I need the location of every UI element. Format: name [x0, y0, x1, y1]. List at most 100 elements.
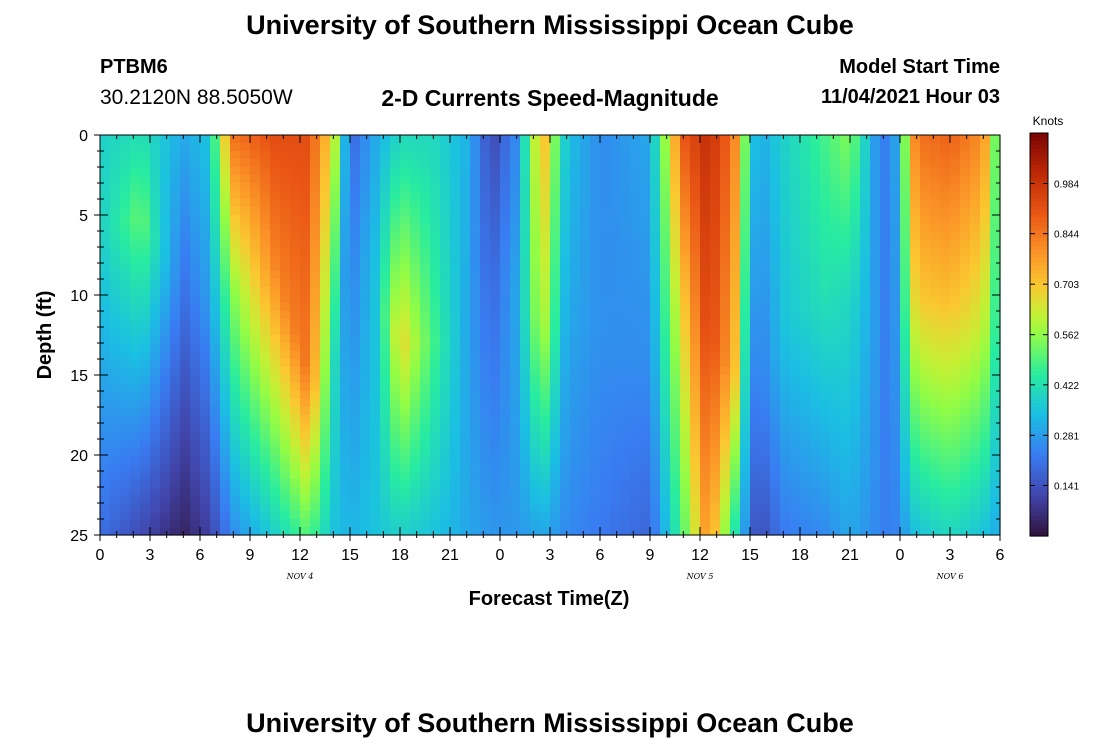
heatmap-cell [930, 495, 941, 504]
heatmap-cell [990, 399, 1001, 408]
heatmap-cell [750, 159, 761, 168]
heatmap-cell [580, 295, 591, 304]
heatmap-cell [240, 415, 251, 424]
heatmap-cell [670, 151, 681, 160]
heatmap-cell [500, 287, 511, 296]
heatmap-cell [480, 215, 491, 224]
heatmap-cell [190, 135, 201, 144]
heatmap-cell [990, 351, 1001, 360]
heatmap-cell [170, 239, 181, 248]
heatmap-cell [740, 255, 751, 264]
colorbar-segment [1030, 314, 1048, 319]
heatmap-cell [490, 295, 501, 304]
heatmap-cell [250, 311, 261, 320]
heatmap-cell [330, 407, 341, 416]
heatmap-cell [770, 279, 781, 288]
heatmap-cell [340, 391, 351, 400]
heatmap-cell [660, 207, 671, 216]
heatmap-cell [740, 271, 751, 280]
heatmap-cell [210, 239, 221, 248]
heatmap-cell [220, 471, 231, 480]
heatmap-cell [320, 295, 331, 304]
heatmap-cell [160, 295, 171, 304]
heatmap-cell [710, 183, 721, 192]
heatmap-cell [370, 455, 381, 464]
heatmap-cell [130, 503, 141, 512]
heatmap-cell [680, 279, 691, 288]
heatmap-cell [200, 207, 211, 216]
heatmap-cell [580, 271, 591, 280]
heatmap-cell [940, 399, 951, 408]
heatmap-cell [720, 423, 731, 432]
heatmap-cell [530, 415, 541, 424]
heatmap-cell [730, 367, 741, 376]
heatmap-cell [890, 527, 901, 536]
heatmap-cell [750, 391, 761, 400]
heatmap-cell [490, 351, 501, 360]
heatmap-cell [940, 415, 951, 424]
heatmap-cell [330, 263, 341, 272]
heatmap-cell [540, 455, 551, 464]
colorbar-segment [1030, 237, 1048, 243]
heatmap-cell [220, 327, 231, 336]
heatmap-cell [710, 303, 721, 312]
heatmap-cell [700, 455, 711, 464]
heatmap-cell [420, 479, 431, 488]
heatmap-cell [460, 159, 471, 168]
heatmap-cell [540, 319, 551, 328]
heatmap-cell [100, 399, 111, 408]
heatmap-cell [470, 295, 481, 304]
heatmap-cell [630, 399, 641, 408]
heatmap-cell [350, 503, 361, 512]
heatmap-cell [980, 375, 991, 384]
colorbar-segment [1030, 403, 1048, 408]
heatmap-cell [800, 223, 811, 232]
heatmap-cell [900, 447, 911, 456]
heatmap-cell [100, 271, 111, 280]
heatmap-cell [940, 359, 951, 368]
heatmap-cell [410, 215, 421, 224]
heatmap-cell [420, 159, 431, 168]
heatmap-cell [830, 335, 841, 344]
heatmap-cell [610, 239, 621, 248]
heatmap-cell [820, 527, 831, 536]
heatmap-cell [980, 159, 991, 168]
heatmap-cell [250, 359, 261, 368]
heatmap-cell [700, 367, 711, 376]
heatmap-cell [510, 175, 521, 184]
heatmap-cell [500, 415, 511, 424]
heatmap-cell [800, 407, 811, 416]
heatmap-cell [720, 143, 731, 152]
heatmap-cell [750, 495, 761, 504]
heatmap-cell [130, 135, 141, 144]
heatmap-cell [400, 231, 411, 240]
heatmap-cell [420, 463, 431, 472]
heatmap-cell [760, 359, 771, 368]
heatmap-cell [870, 391, 881, 400]
heatmap-cell [460, 343, 471, 352]
heatmap-cell [180, 511, 191, 520]
heatmap-cell [950, 431, 961, 440]
heatmap-cell [900, 335, 911, 344]
heatmap-cell [100, 439, 111, 448]
heatmap-cell [100, 247, 111, 256]
heatmap-cell [810, 255, 821, 264]
heatmap-cell [140, 319, 151, 328]
heatmap-cell [500, 519, 511, 528]
colorbar-segment [1030, 229, 1048, 235]
heatmap-cell [350, 511, 361, 520]
heatmap-cell [200, 327, 211, 336]
heatmap-cell [980, 303, 991, 312]
heatmap-cell [230, 207, 241, 216]
heatmap-cell [330, 295, 341, 304]
heatmap-cell [910, 295, 921, 304]
heatmap-cell [340, 183, 351, 192]
heatmap-cell [250, 527, 261, 536]
heatmap-cell [630, 351, 641, 360]
heatmap-cell [360, 359, 371, 368]
heatmap-cell [200, 191, 211, 200]
heatmap-cell [710, 383, 721, 392]
heatmap-cell [940, 207, 951, 216]
heatmap-cell [920, 167, 931, 176]
heatmap-cell [610, 295, 621, 304]
